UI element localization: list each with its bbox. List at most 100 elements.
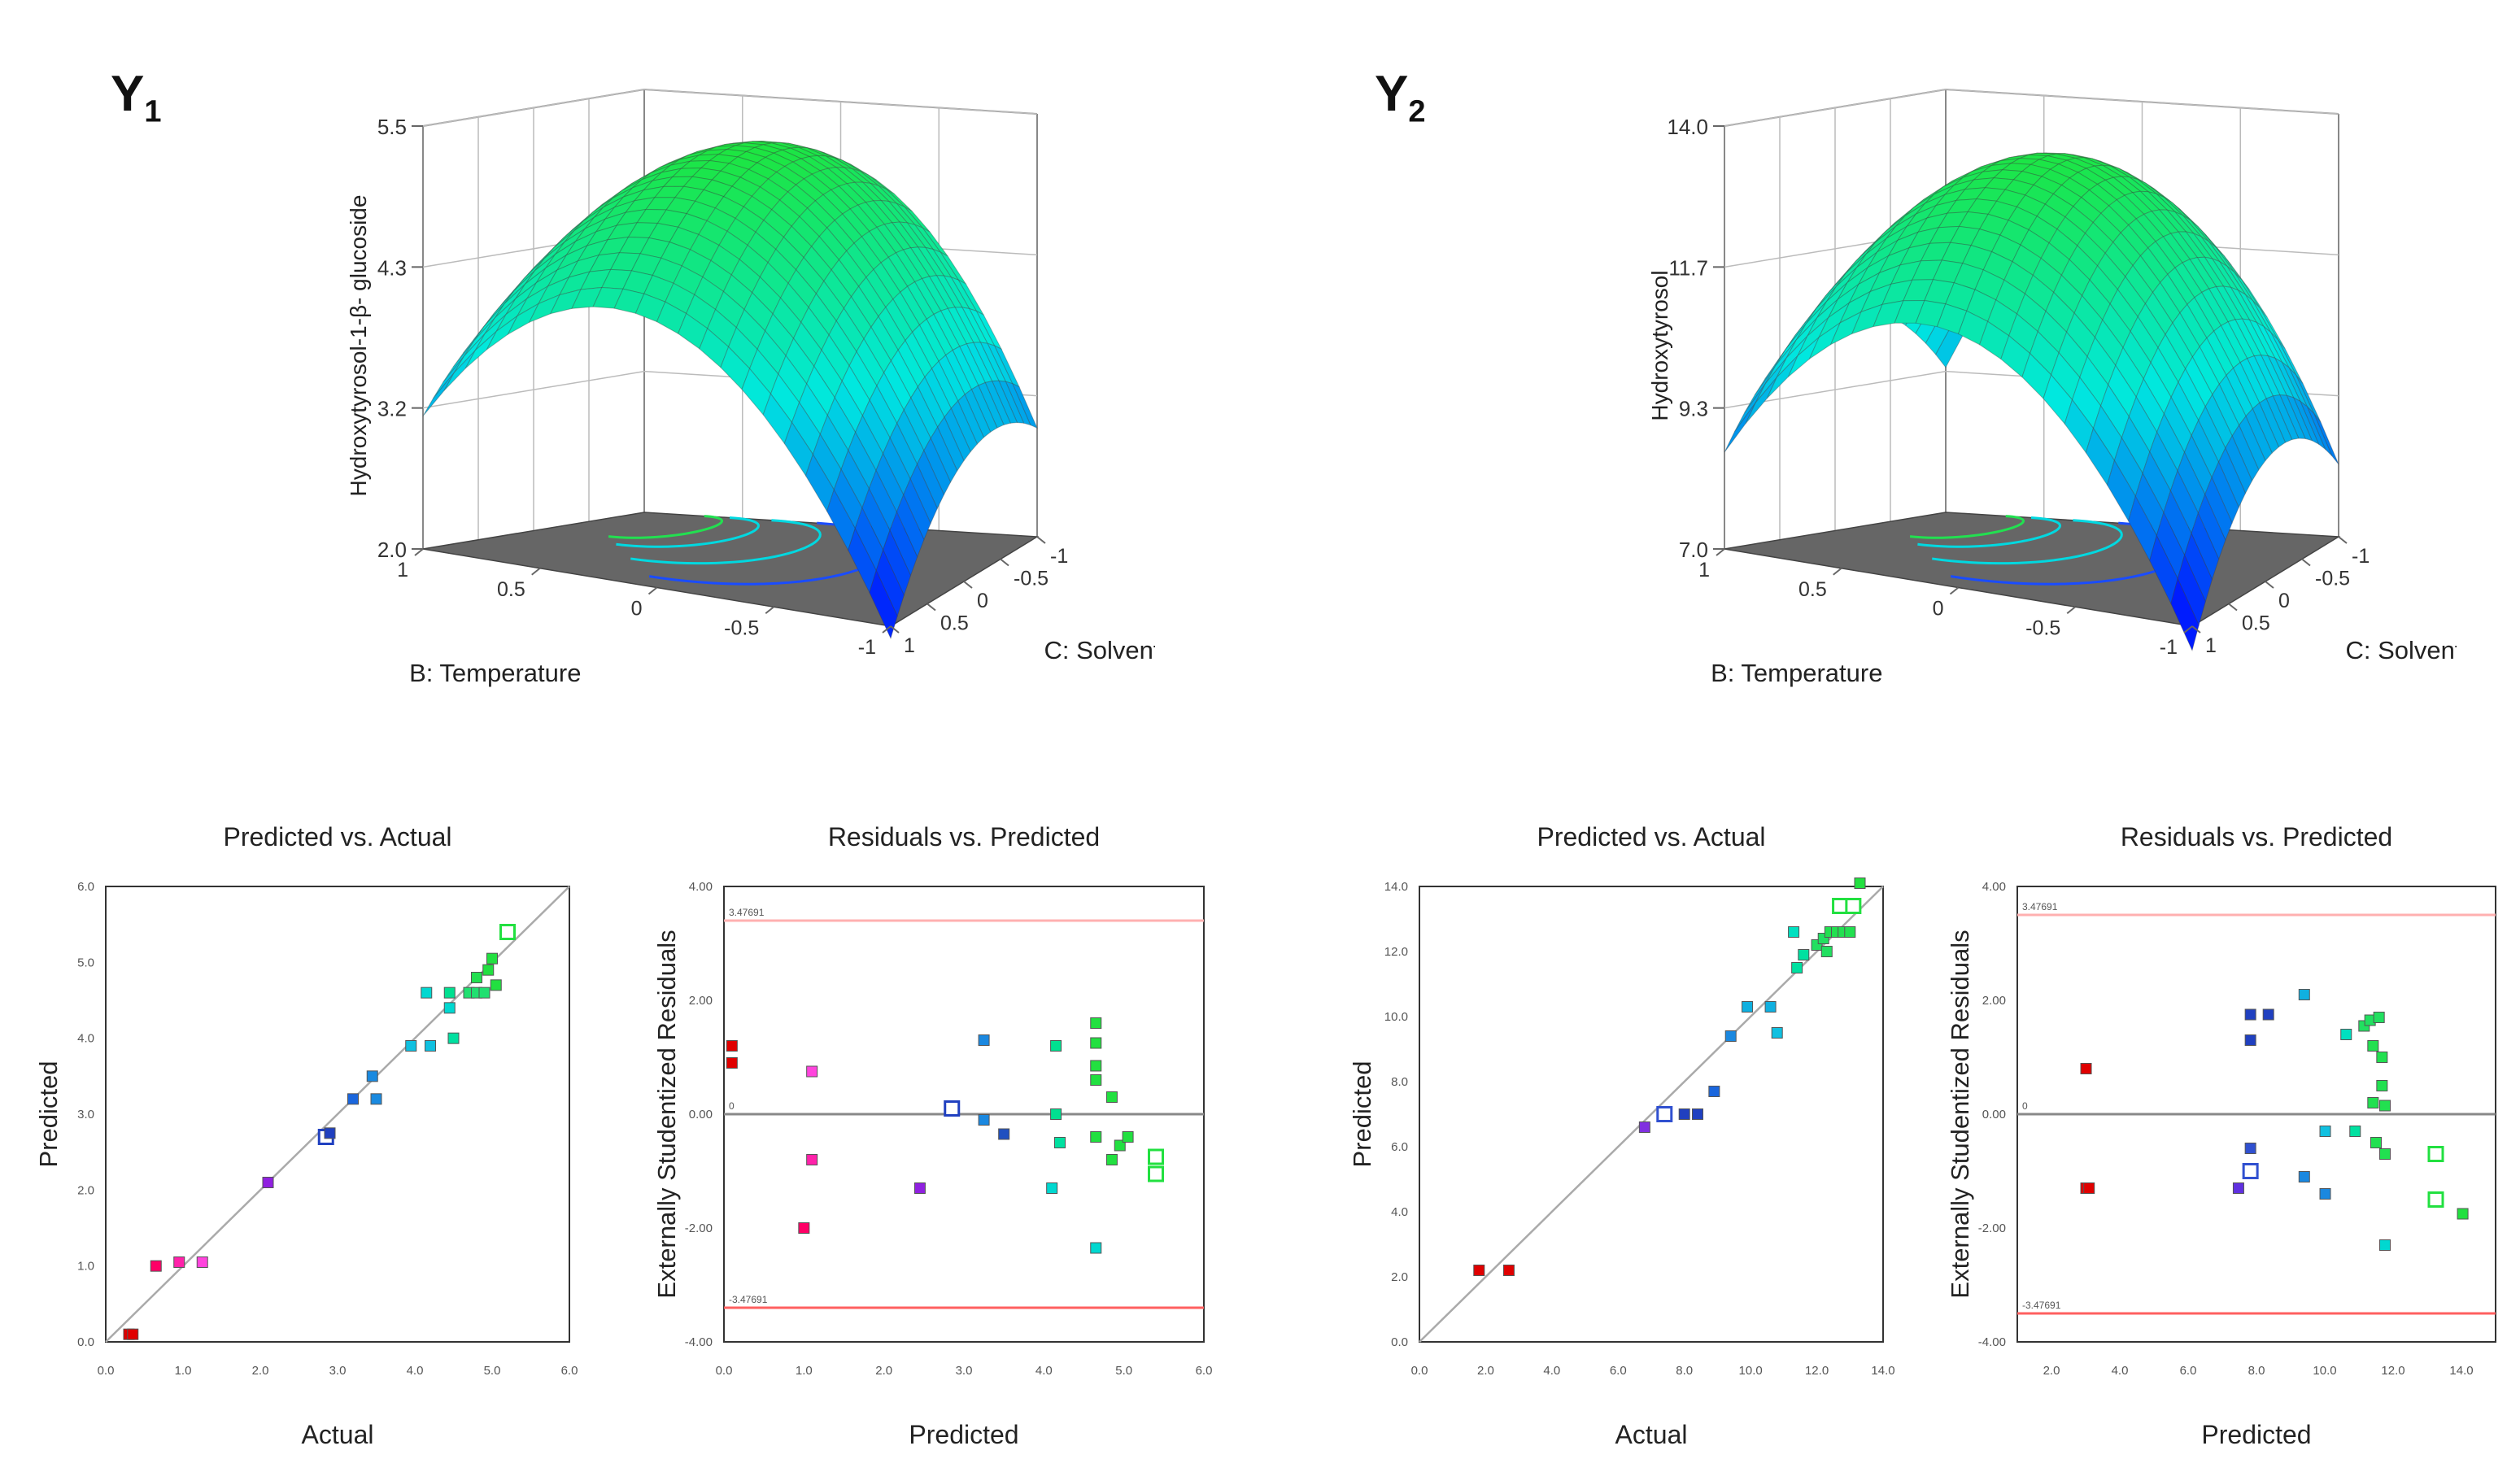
data-point xyxy=(798,1222,810,1234)
x-tick-label: 5.0 xyxy=(484,1364,501,1378)
panel-letter: Y xyxy=(111,66,145,122)
x-tick-label: 14.0 xyxy=(1871,1364,1894,1378)
y-tick-label: 6.0 xyxy=(77,880,94,894)
y-axis-label: Externally Studentized Residuals xyxy=(652,930,681,1298)
data-point xyxy=(1771,1027,1783,1039)
data-point xyxy=(2373,1012,2385,1023)
data-point xyxy=(150,1260,162,1272)
c-tick-label: -1 xyxy=(2352,545,2370,568)
data-point xyxy=(806,1154,818,1165)
data-point xyxy=(1854,878,1866,889)
y-tick-label: 0.00 xyxy=(1982,1108,2006,1121)
b-tick xyxy=(1833,567,1842,576)
data-point xyxy=(2242,1163,2259,1179)
data-point xyxy=(324,1127,336,1139)
data-point xyxy=(1090,1242,1102,1254)
data-point xyxy=(1742,1001,1754,1013)
y-tick-label: -2.00 xyxy=(685,1222,713,1235)
x-tick-label: 0.0 xyxy=(1411,1364,1428,1378)
b-tick xyxy=(2066,606,2076,615)
c-tick xyxy=(1000,558,1009,567)
b-tick xyxy=(414,548,424,556)
data-point xyxy=(1788,926,1800,938)
y-tick-label: -4.00 xyxy=(1978,1335,2006,1349)
y-axis-label: Externally Studentized Residuals xyxy=(1946,930,1974,1298)
data-point xyxy=(2244,1034,2256,1046)
surface-patch xyxy=(443,350,476,391)
data-point xyxy=(1844,926,1856,938)
x-tick-label: 12.0 xyxy=(1805,1364,1829,1378)
x-tick-label: 14.0 xyxy=(2449,1364,2473,1378)
z-axis-label: Hydroxytyrosol-1-β- glucoside xyxy=(346,195,371,497)
surface-floor xyxy=(422,512,1040,627)
x-tick-label: 6.0 xyxy=(1196,1364,1213,1378)
data-point xyxy=(1050,1040,1062,1052)
data-point xyxy=(1105,1154,1118,1165)
data-point xyxy=(1122,1131,1134,1143)
y-tick-label: 14.0 xyxy=(1384,880,1408,894)
data-point xyxy=(447,1032,460,1044)
wall-gridline xyxy=(1724,89,2339,127)
b-tick xyxy=(2183,625,2193,634)
data-point xyxy=(196,1256,208,1268)
b-tick-label: 0 xyxy=(631,598,643,621)
b-tick xyxy=(1949,586,1960,595)
residuals-vs-predicted-y1: Residuals vs. Predicted 3.47691 -3.47691 0 0… xyxy=(652,822,1213,1449)
data-point xyxy=(2244,1143,2256,1154)
surface-patch xyxy=(1733,383,1766,433)
x-tick-label: 8.0 xyxy=(1676,1364,1693,1378)
data-point xyxy=(1798,949,1810,960)
data-point xyxy=(499,924,516,940)
surface-patch xyxy=(869,569,898,640)
b-tick-label: 0.5 xyxy=(497,578,525,601)
surface-patch xyxy=(422,372,455,416)
data-point xyxy=(2427,1146,2444,1162)
floor-contour xyxy=(630,519,822,565)
x-tick-label: 4.0 xyxy=(1035,1364,1053,1378)
data-point xyxy=(1845,898,1862,914)
limit-label: 0 xyxy=(729,1100,735,1112)
data-point xyxy=(370,1093,382,1105)
data-point xyxy=(347,1093,359,1105)
c-tick xyxy=(2228,603,2238,612)
c-tick xyxy=(926,603,936,612)
x-tick-label: 1.0 xyxy=(796,1364,813,1378)
data-point xyxy=(405,1040,417,1052)
b-tick xyxy=(647,586,658,595)
b-axis-label: B: Temperature xyxy=(409,659,581,687)
y-tick-label: 12.0 xyxy=(1384,945,1408,959)
y-tick-label: 5.0 xyxy=(77,956,94,969)
y-tick-label: 2.00 xyxy=(689,994,713,1008)
surface-patch xyxy=(1724,402,1756,453)
data-point xyxy=(978,1034,990,1046)
b-tick-label: 1 xyxy=(397,559,408,581)
predicted-vs-actual-y2: Predicted vs. Actual 0.0 2.0 4.0 6.0 8.0 10.0 1… xyxy=(1348,822,1895,1449)
z-tick-label: 7.0 xyxy=(1679,538,1708,562)
data-point xyxy=(1148,1148,1164,1165)
limit-label: 0 xyxy=(2022,1100,2028,1112)
data-point xyxy=(2262,1008,2274,1021)
z-tick-label: 9.3 xyxy=(1679,397,1708,421)
y-tick-label: 8.0 xyxy=(1391,1075,1408,1089)
data-point xyxy=(2298,1171,2310,1182)
x-tick-label: 2.0 xyxy=(875,1364,892,1378)
b-tick-label: -1 xyxy=(858,636,876,659)
y-tick-label: 0.0 xyxy=(1391,1335,1408,1349)
data-point xyxy=(1656,1106,1673,1122)
c-tick xyxy=(1036,536,1046,544)
x-tick-label: 2.0 xyxy=(252,1364,269,1378)
c-tick-label: 0 xyxy=(977,590,988,612)
x-tick-label: 0.0 xyxy=(98,1364,115,1378)
data-point xyxy=(1724,1030,1737,1042)
x-tick-label: 3.0 xyxy=(956,1364,973,1378)
data-point xyxy=(2427,1191,2444,1208)
y-tick-label: 2.0 xyxy=(77,1183,94,1197)
z-axis-label: Hydroxytyrosol xyxy=(1647,270,1672,420)
x-tick-label: 3.0 xyxy=(329,1364,347,1378)
data-point xyxy=(2298,989,2310,1000)
c-tick-label: 1 xyxy=(904,634,915,657)
data-point xyxy=(1105,1091,1118,1103)
c-tick-label: 0.5 xyxy=(940,612,969,635)
y-tick-label: 4.00 xyxy=(1982,880,2006,894)
data-point xyxy=(1678,1108,1690,1120)
